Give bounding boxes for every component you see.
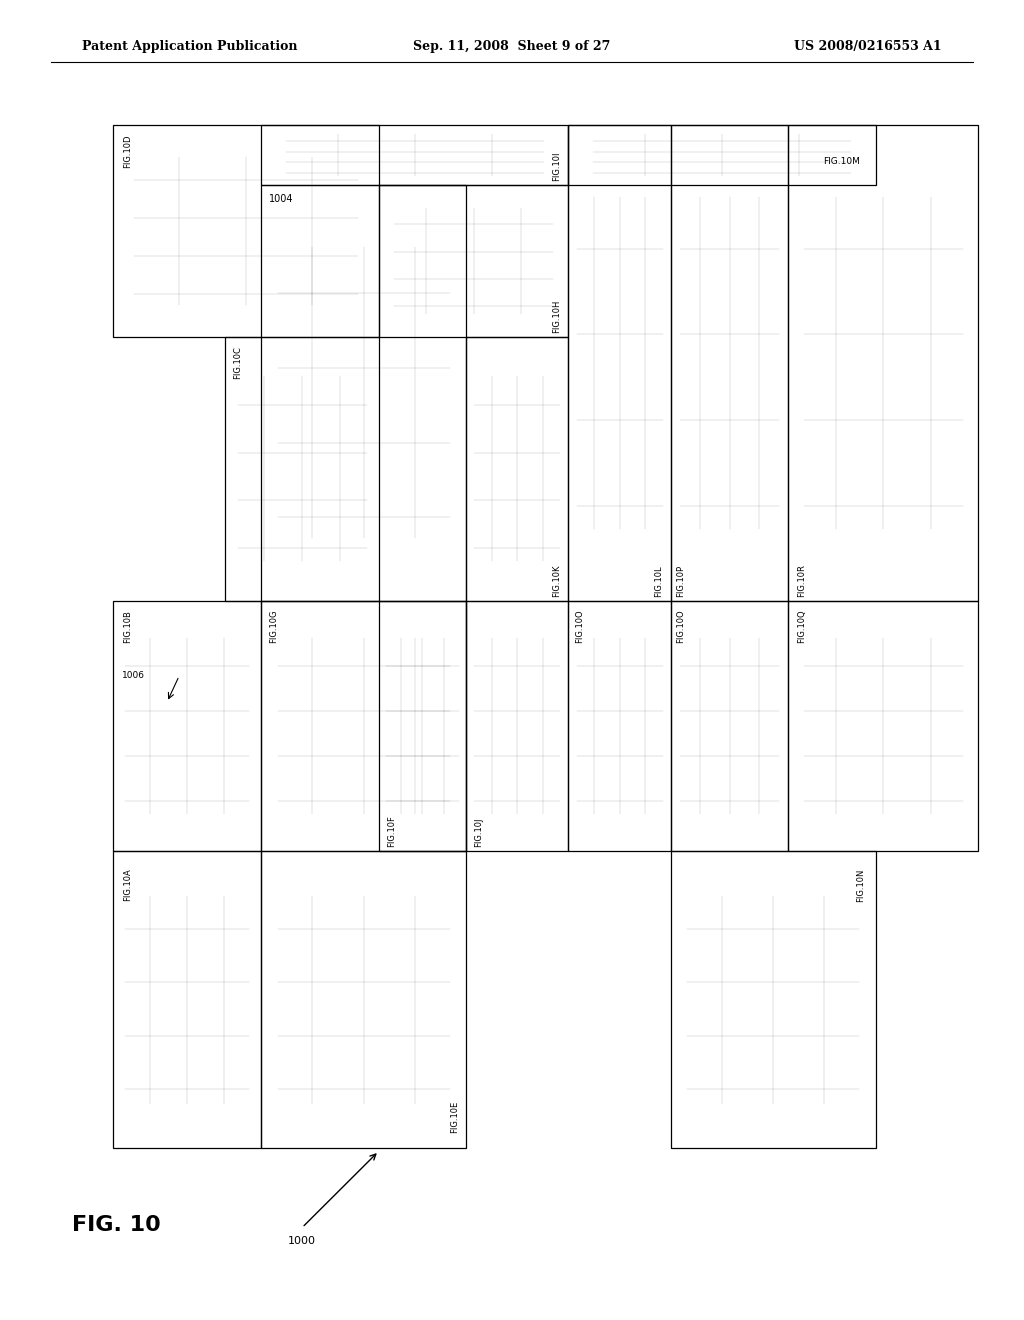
Text: FIG.10O: FIG.10O [676, 610, 685, 643]
Text: FIG.10C: FIG.10C [233, 346, 243, 379]
Bar [261, 125, 568, 185]
Text: US 2008/0216553 A1: US 2008/0216553 A1 [795, 40, 942, 53]
Text: FIG.10B: FIG.10B [123, 610, 132, 643]
Text: FIG.10M: FIG.10M [823, 157, 860, 165]
Bar [261, 601, 466, 851]
Text: FIG. 10: FIG. 10 [72, 1214, 161, 1236]
Text: FIG.10Q: FIG.10Q [797, 610, 806, 643]
Bar [568, 125, 876, 185]
Bar [568, 125, 671, 601]
Text: FIG.10R: FIG.10R [797, 564, 806, 597]
Text: 1006: 1006 [123, 672, 145, 680]
Bar [466, 337, 568, 601]
Text: FIG.10K: FIG.10K [552, 564, 561, 597]
Bar [671, 125, 788, 601]
Text: FIG.10L: FIG.10L [654, 565, 664, 597]
Text: FIG.10E: FIG.10E [450, 1101, 459, 1133]
Bar [113, 601, 261, 851]
Text: FIG.10I: FIG.10I [552, 152, 561, 181]
Bar [379, 185, 568, 337]
Text: 1000: 1000 [288, 1236, 316, 1246]
Text: FIG.10P: FIG.10P [676, 565, 685, 597]
Bar [379, 601, 466, 851]
Bar [788, 601, 978, 851]
Text: Patent Application Publication: Patent Application Publication [82, 40, 297, 53]
Bar [788, 125, 978, 601]
Bar [466, 601, 568, 851]
Bar [671, 601, 788, 851]
Bar [671, 851, 876, 1148]
Text: FIG.10G: FIG.10G [269, 610, 279, 643]
Text: FIG.10F: FIG.10F [387, 816, 396, 847]
Bar [568, 601, 671, 851]
Bar [261, 185, 466, 601]
Text: Sep. 11, 2008  Sheet 9 of 27: Sep. 11, 2008 Sheet 9 of 27 [414, 40, 610, 53]
Bar [113, 851, 261, 1148]
Bar [225, 337, 379, 601]
Text: FIG.10J: FIG.10J [474, 818, 483, 847]
Text: FIG.10A: FIG.10A [123, 869, 132, 902]
Text: FIG.10N: FIG.10N [856, 869, 865, 902]
Text: FIG.10D: FIG.10D [123, 135, 132, 168]
Bar [113, 125, 379, 337]
Text: 1004: 1004 [269, 194, 294, 205]
Text: FIG.10H: FIG.10H [552, 300, 561, 333]
Text: FIG.10O: FIG.10O [575, 610, 585, 643]
Bar [261, 851, 466, 1148]
